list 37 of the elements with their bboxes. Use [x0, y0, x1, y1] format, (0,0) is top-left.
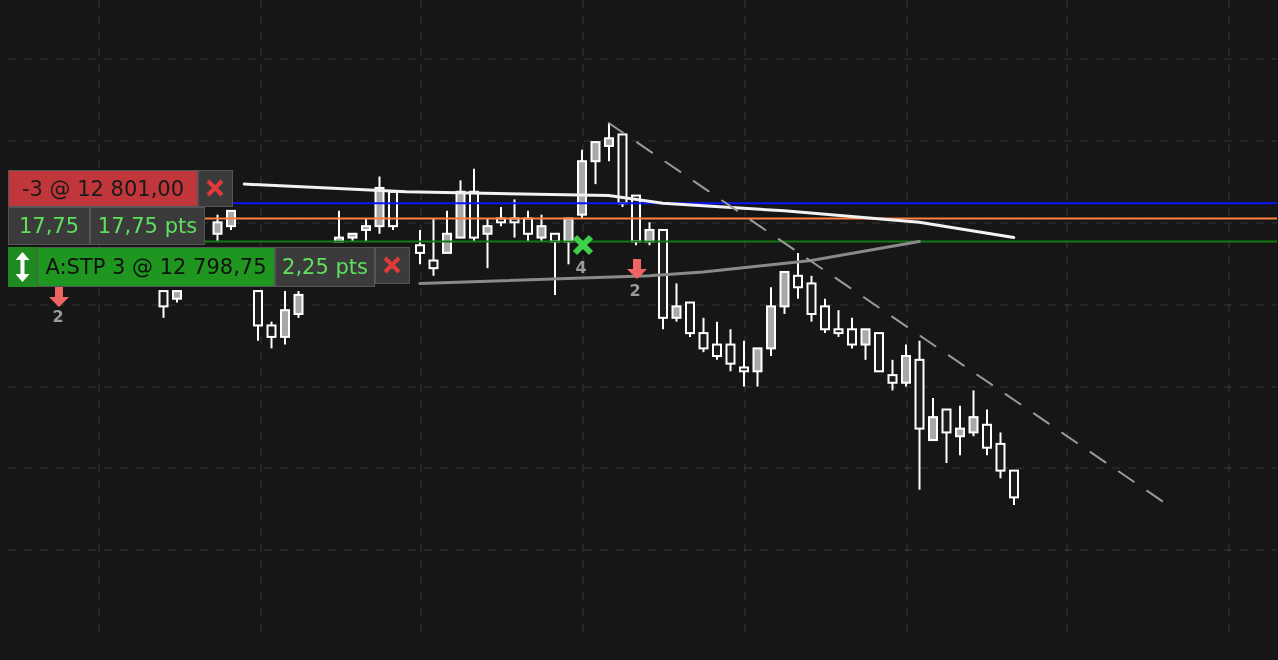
candlestick: [536, 213, 547, 243]
annotation: 2,25 pts: [275, 247, 375, 287]
annotation: -3 @ 12 801,00: [8, 170, 198, 207]
annotation: 2: [51, 306, 65, 326]
candlestick: [712, 320, 722, 361]
candlestick: [428, 217, 439, 277]
candlestick: [928, 397, 938, 442]
candlestick: [982, 408, 992, 457]
candlestick: [820, 297, 830, 335]
candlestick: [955, 404, 965, 457]
candlestick: [847, 316, 857, 350]
candlestick: [482, 217, 493, 270]
candlestick: [158, 290, 169, 319]
candlestick: [266, 320, 277, 350]
candlestick: [752, 347, 763, 388]
annotation: A:STP 3 @ 12 798,75: [37, 247, 275, 287]
candlestick: [698, 316, 709, 354]
candlestick: [361, 217, 371, 243]
candlestick: [442, 209, 452, 254]
candlestick: [887, 358, 898, 392]
candlestick: [860, 328, 871, 361]
annotation: 17,75: [8, 207, 90, 245]
annotation: 17,75 pts: [90, 207, 205, 245]
candlestick: [833, 309, 844, 338]
annotation: 4: [574, 257, 588, 277]
candlestick: [725, 328, 736, 373]
candlestick: [793, 251, 803, 300]
candlestick: [968, 389, 979, 438]
candlestick: [590, 141, 601, 186]
candlestick: [415, 228, 425, 266]
candlestick: [941, 408, 952, 464]
candlestick: [604, 122, 614, 163]
candlestick: [671, 282, 682, 323]
candlestick: [212, 213, 223, 243]
annotation: 2: [628, 280, 642, 300]
candlestick: [293, 290, 304, 319]
candlestick: [739, 339, 749, 388]
